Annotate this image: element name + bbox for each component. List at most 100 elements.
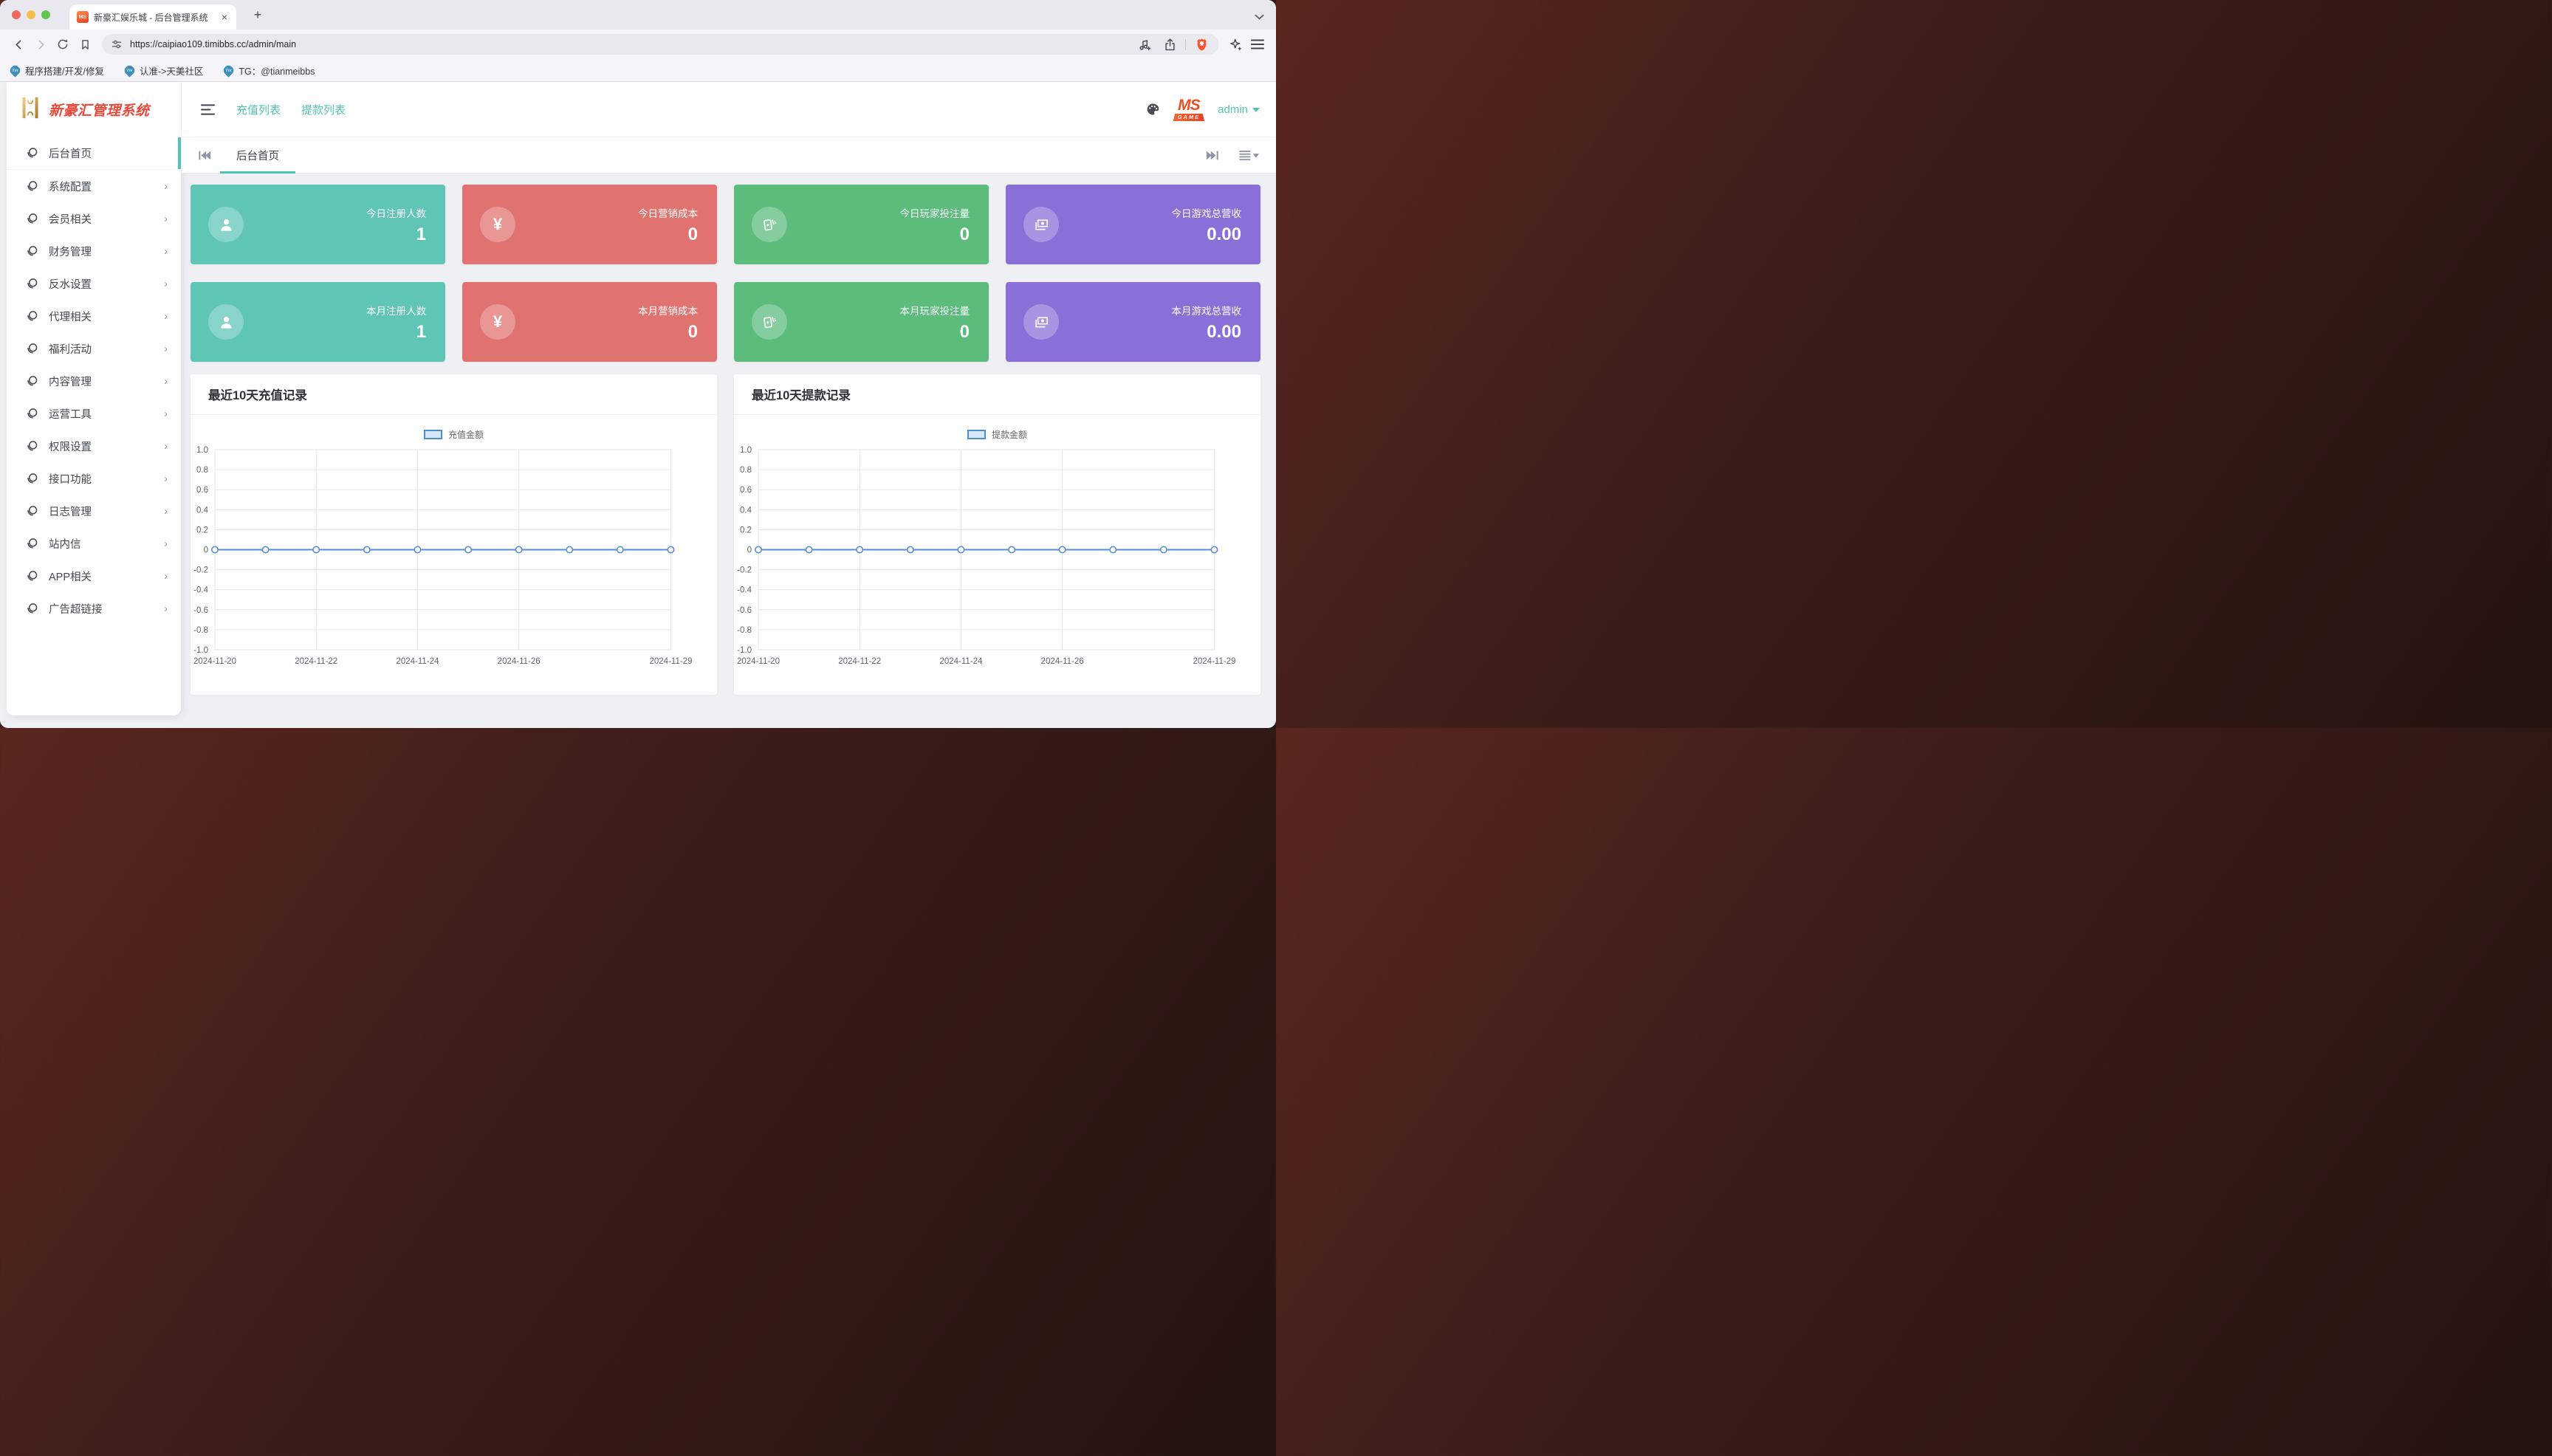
bookmarks-bar: Tm 程序搭建/开发/修复 Tm 认准->天美社区 Tm TG：@tianmeibbs — [0, 59, 1276, 82]
sidebar-item[interactable]: 权限设置 › — [7, 430, 181, 462]
sidebar-item[interactable]: 反水设置 › — [7, 267, 181, 300]
sidebar-item[interactable]: 财务管理 › — [7, 235, 181, 267]
palette-icon[interactable] — [1145, 102, 1160, 117]
sidebar-item-label: 反水设置 — [49, 278, 92, 291]
browser-menu-icon[interactable] — [1248, 35, 1267, 54]
chevron-right-icon: › — [164, 244, 168, 258]
stat-value: 1 — [416, 322, 426, 342]
tab-dashboard[interactable]: 后台首页 — [220, 137, 295, 174]
person-icon — [208, 207, 244, 242]
skip-back-icon[interactable] — [198, 150, 211, 161]
divider — [1185, 38, 1186, 50]
collapse-sidebar-icon[interactable] — [200, 103, 216, 116]
circle-icon — [26, 180, 38, 193]
stat-card: ¥ 今日营销成本 0 — [462, 185, 717, 264]
svg-text:0.6: 0.6 — [196, 486, 208, 495]
svg-text:0: 0 — [747, 546, 752, 555]
svg-text:0.8: 0.8 — [740, 466, 752, 475]
chevron-right-icon: › — [164, 602, 168, 615]
close-window-button[interactable] — [12, 10, 21, 19]
bookmark-icon[interactable] — [75, 35, 95, 54]
tianmei-badge-icon: Tm — [123, 63, 137, 78]
user-menu[interactable]: admin — [1218, 103, 1260, 116]
chart-legend[interactable]: 提款金额 — [734, 428, 1260, 440]
admin-app: 新豪汇管理系统 后台首页 系统配置 › 会员相关 › 财务管理 › 反水设置 › 代理相关 › 福利活… — [0, 82, 1276, 728]
stat-label: 本月注册人数 — [366, 306, 426, 317]
stat-value: 0 — [687, 224, 698, 244]
person-icon — [208, 304, 244, 340]
bookmark-item[interactable]: Tm TG：@tianmeibbs — [222, 63, 315, 78]
gold-h-logo-icon — [18, 95, 43, 124]
sidebar-item[interactable]: 站内信 › — [7, 527, 181, 560]
stat-card: 本月玩家投注量 0 — [734, 282, 989, 362]
header-nav: 充值列表 提款列表 — [236, 102, 346, 117]
svg-text:-0.4: -0.4 — [193, 586, 208, 595]
sidebar-item[interactable]: 会员相关 › — [7, 202, 181, 235]
skip-forward-icon[interactable] — [1206, 150, 1219, 161]
browser-tab[interactable]: MS 新豪汇娱乐城 - 后台管理系统 × — [69, 4, 236, 30]
chart-legend[interactable]: 充值金额 — [191, 428, 717, 440]
chevron-right-icon: › — [164, 179, 168, 193]
bookmark-label: 程序搭建/开发/修复 — [25, 66, 104, 77]
sidebar-item-label: 接口功能 — [49, 473, 92, 486]
sidebar-item[interactable]: 后台首页 — [7, 137, 181, 170]
sidebar-item[interactable]: 广告超链接 › — [7, 592, 181, 625]
sidebar-item[interactable]: 日志管理 › — [7, 495, 181, 527]
reload-icon[interactable] — [53, 35, 72, 54]
url-text[interactable]: https://caipiao109.timibbs.cc/admin/main — [130, 39, 297, 49]
tab-list-menu-icon[interactable] — [1238, 150, 1260, 161]
circle-icon — [26, 310, 38, 323]
chevron-right-icon: › — [164, 407, 168, 420]
stat-card: ¥ 本月营销成本 0 — [462, 282, 717, 362]
yen-icon: ¥ — [480, 207, 515, 242]
sidebar-item[interactable]: APP相关 › — [7, 560, 181, 592]
svg-text:-0.8: -0.8 — [737, 626, 752, 635]
sidebar-item[interactable]: 接口功能 › — [7, 462, 181, 495]
bookmark-item[interactable]: Tm 程序搭建/开发/修复 — [8, 63, 104, 78]
media-note-icon[interactable] — [1135, 35, 1154, 54]
svg-text:2024-11-22: 2024-11-22 — [295, 657, 337, 666]
url-bar[interactable]: https://caipiao109.timibbs.cc/admin/main — [102, 34, 1218, 55]
tab-close-icon[interactable]: × — [221, 11, 227, 23]
minimize-window-button[interactable] — [27, 10, 35, 19]
panel-title: 最近10天提款记录 — [752, 389, 851, 402]
svg-text:-1.0: -1.0 — [737, 646, 752, 655]
sidebar-item[interactable]: 代理相关 › — [7, 300, 181, 332]
stat-label: 今日玩家投注量 — [899, 208, 970, 219]
chevron-right-icon: › — [164, 342, 168, 355]
stat-cards: 今日注册人数 1 ¥ 今日营销成本 0 今日玩家投注量 0 今日游戏总营收 0.00 本月注册人数… — [191, 185, 1260, 362]
chart-panels: 最近10天充值记录 充值金额 1.0 0.8 0.6 0.4 0.2 0 -0.2 -0.4 -0.… — [191, 374, 1260, 695]
svg-text:-0.6: -0.6 — [737, 606, 752, 615]
svg-text:0.8: 0.8 — [196, 466, 208, 475]
chart-panel: 最近10天提款记录 提款金额 1.0 0.8 0.6 0.4 0.2 0 -0.2 -0.4 -0.… — [734, 374, 1260, 695]
tab-search-chevron-icon[interactable] — [1255, 10, 1264, 24]
nav-recharge-list[interactable]: 充值列表 — [236, 103, 281, 117]
traffic-lights[interactable] — [12, 10, 50, 19]
new-tab-button[interactable]: + — [253, 7, 262, 22]
brave-shield-icon[interactable] — [1192, 35, 1211, 54]
brand-logo[interactable]: 新豪汇管理系统 — [7, 82, 181, 137]
circle-icon — [26, 278, 38, 290]
tune-icon[interactable] — [109, 35, 124, 54]
sidebar-item[interactable]: 福利活动 › — [7, 332, 181, 365]
banknote-icon — [1023, 207, 1059, 242]
circle-icon — [26, 147, 38, 159]
stat-value: 0 — [959, 224, 970, 244]
sidebar-item[interactable]: 运营工具 › — [7, 397, 181, 430]
browser-tab-strip: MS 新豪汇娱乐城 - 后台管理系统 × + — [0, 0, 1276, 30]
sidebar-item[interactable]: 系统配置 › — [7, 170, 181, 202]
site-favicon: MS — [77, 11, 89, 23]
zoom-window-button[interactable] — [41, 10, 50, 19]
tianmei-badge-icon: Tm — [222, 63, 236, 78]
nav-withdraw-list[interactable]: 提款列表 — [301, 103, 346, 117]
stat-value: 1 — [416, 224, 426, 244]
forward-icon[interactable] — [31, 35, 50, 54]
sidebar-item[interactable]: 内容管理 › — [7, 365, 181, 397]
bookmark-item[interactable]: Tm 认准->天美社区 — [123, 63, 203, 78]
leo-sparkle-icon[interactable] — [1226, 35, 1245, 54]
legend-swatch-icon — [967, 429, 986, 439]
share-icon[interactable] — [1160, 35, 1179, 54]
chevron-right-icon: › — [164, 439, 168, 453]
dashboard-content: 今日注册人数 1 ¥ 今日营销成本 0 今日玩家投注量 0 今日游戏总营收 0.00 本月注册人数… — [181, 174, 1276, 728]
back-icon[interactable] — [9, 35, 28, 54]
